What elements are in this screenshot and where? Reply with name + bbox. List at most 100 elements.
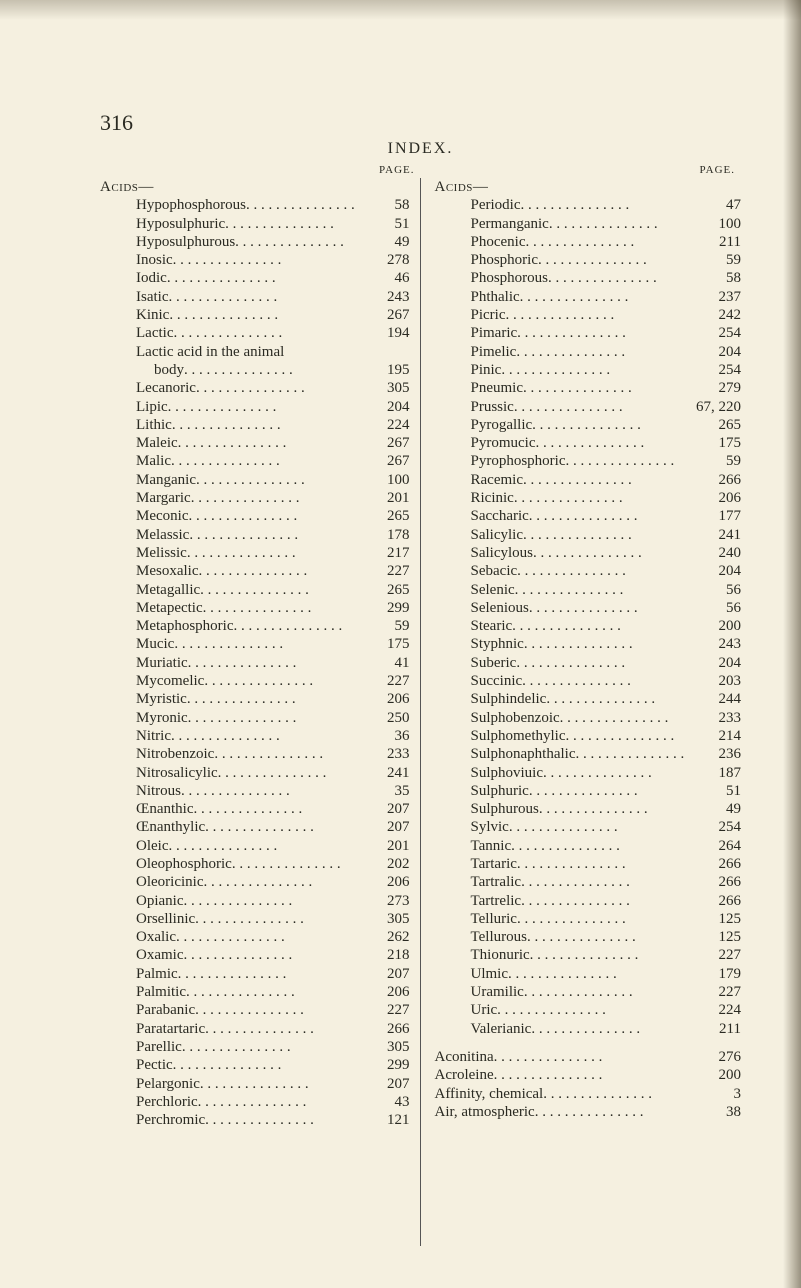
entry-label: Telluric (435, 910, 517, 928)
index-entry: Styphnic243 (435, 635, 742, 653)
index-entry: Tartaric266 (435, 855, 742, 873)
entry-leaders (529, 782, 701, 800)
index-entry: Picric242 (435, 306, 742, 324)
entry-page: 254 (701, 361, 741, 379)
section-head-left: Acids— (100, 178, 410, 196)
entry-label: Tannic (435, 837, 512, 855)
entry-page: 227 (701, 983, 741, 1001)
entry-page: 264 (701, 837, 741, 855)
entry-label: Permanganic (435, 215, 549, 233)
entry-page: 206 (701, 489, 741, 507)
entry-leaders (521, 873, 701, 891)
index-entry: Metagallic265 (100, 581, 410, 599)
entry-label: Succinic (435, 672, 523, 690)
entry-leaders (173, 324, 369, 342)
entry-label: Oxamic (100, 946, 183, 964)
entry-leaders (514, 489, 701, 507)
entry-page: 243 (701, 635, 741, 653)
index-entry: Opianic273 (100, 892, 410, 910)
entry-label: Pimaric (435, 324, 518, 342)
entry-page: 194 (370, 324, 410, 342)
entry-page: 267 (370, 306, 410, 324)
entry-page: 241 (370, 764, 410, 782)
entry-page: 250 (370, 709, 410, 727)
entry-page: 305 (370, 910, 410, 928)
index-entry: Pimelic204 (435, 343, 742, 361)
index-entry: Myronic 250 (100, 709, 410, 727)
entry-label: Melassic (100, 526, 189, 544)
index-entry: Lithic224 (100, 416, 410, 434)
entry-label: Meconic (100, 507, 188, 525)
entry-label: Uric (435, 1001, 498, 1019)
entry-leaders (235, 233, 369, 251)
entry-page: 224 (701, 1001, 741, 1019)
index-entry: Lactic194 (100, 324, 410, 342)
index-entry: Hyposulphuric51 (100, 215, 410, 233)
entry-page: 58 (701, 269, 741, 287)
index-entry: Malic267 (100, 452, 410, 470)
index-entry: Oleophosphoric202 (100, 855, 410, 873)
entry-page: 207 (370, 818, 410, 836)
index-entry: Aconitina276 (435, 1048, 742, 1066)
entry-label: Tellurous (435, 928, 527, 946)
index-entry: Suberic204 (435, 654, 742, 672)
entry-leaders (536, 434, 702, 452)
entry-page: 125 (701, 910, 741, 928)
entry-leaders (195, 910, 369, 928)
index-entry: Pyrogallic265 (435, 416, 742, 434)
entry-leaders (522, 672, 701, 690)
entry-leaders (530, 946, 701, 964)
entry-page: 3 (701, 1085, 741, 1103)
entry-label: Tartralic (435, 873, 522, 891)
index-entry: Telluric 125 (435, 910, 742, 928)
entry-leaders (515, 581, 701, 599)
entry-page: 204 (370, 398, 410, 416)
entry-page: 200 (701, 617, 741, 635)
entry-page: 262 (370, 928, 410, 946)
index-entry: Perchloric43 (100, 1093, 410, 1111)
index-entry: Sulphomethylic214 (435, 727, 742, 745)
entry-label: Lipic (100, 398, 168, 416)
entry-label: Pyrophosphoric (435, 452, 566, 470)
right-column: Acids— Periodic47Permanganic100Phocenic2… (421, 178, 742, 1246)
entry-label: Sulphurous (435, 800, 539, 818)
entry-label: Parellic (100, 1038, 182, 1056)
entry-leaders (167, 269, 370, 287)
entry-label: Kinic (100, 306, 169, 324)
index-entry: Selenic56 (435, 581, 742, 599)
entry-label: Myristic (100, 690, 187, 708)
entry-page: 241 (701, 526, 741, 544)
entry-label: Malic (100, 452, 171, 470)
entry-page: 266 (701, 471, 741, 489)
entry-leaders (501, 361, 701, 379)
entry-leaders (168, 837, 369, 855)
entry-leaders (516, 343, 701, 361)
entry-leaders (521, 196, 702, 214)
entry-label: Metaphosphoric (100, 617, 233, 635)
entry-label: Metapectic (100, 599, 203, 617)
entry-leaders (184, 361, 370, 379)
entry-leaders (506, 306, 702, 324)
entry-label: Perchromic (100, 1111, 205, 1129)
entry-page: 58 (370, 196, 410, 214)
index-entry: Permanganic100 (435, 215, 742, 233)
entry-leaders (548, 269, 701, 287)
entry-page: 207 (370, 800, 410, 818)
entry-page: 305 (370, 1038, 410, 1056)
entry-label: Pyrogallic (435, 416, 533, 434)
entry-label: Opianic (100, 892, 183, 910)
index-entry: Saccharic177 (435, 507, 742, 525)
entry-leaders (566, 727, 702, 745)
index-entry: Hyposulphurous49 (100, 233, 410, 251)
index-entry: Pimaric254 (435, 324, 742, 342)
entry-page: 47 (701, 196, 741, 214)
entry-leaders (183, 946, 369, 964)
entry-page: 201 (370, 837, 410, 855)
entry-label: Œnanthic (100, 800, 194, 818)
entry-leaders (520, 288, 701, 306)
index-entry: Oleic201 (100, 837, 410, 855)
entry-leaders (533, 544, 701, 562)
entry-label: Myronic (100, 709, 188, 727)
entry-page: 243 (370, 288, 410, 306)
entry-page: 227 (370, 1001, 410, 1019)
